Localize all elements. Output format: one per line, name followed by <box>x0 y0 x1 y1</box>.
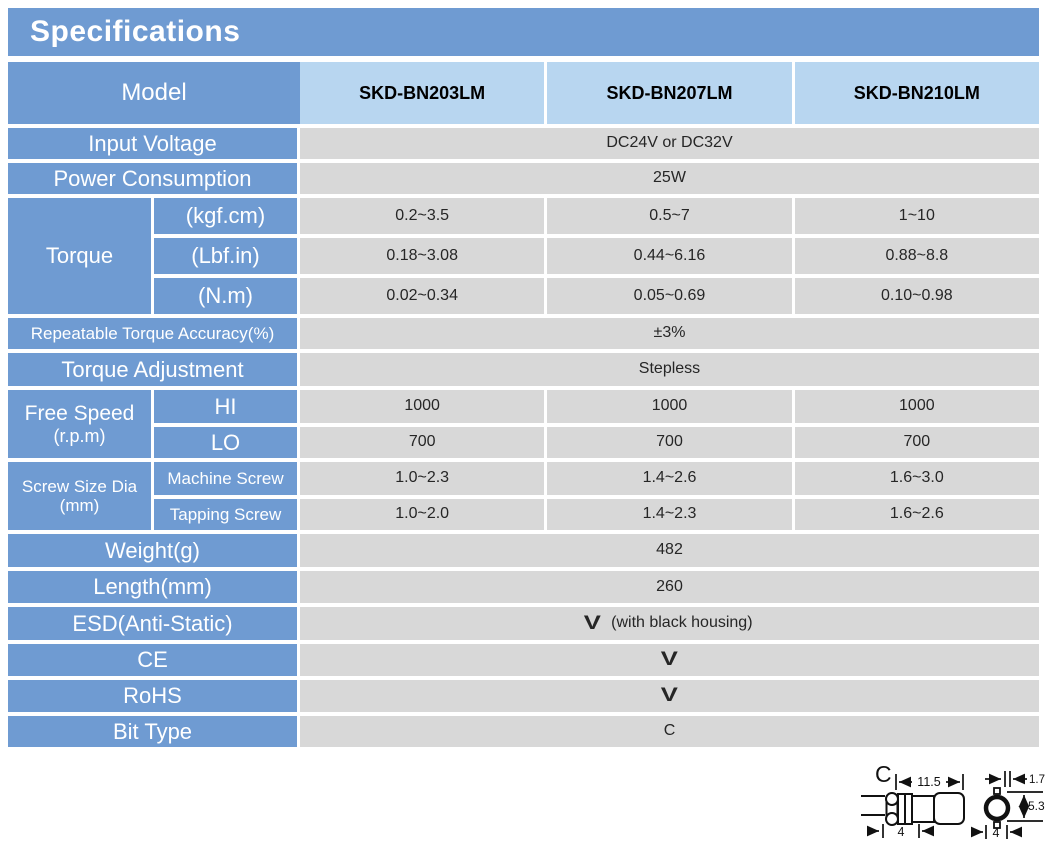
tapping-screw-value-2: 1.4~2.3 <box>547 499 792 530</box>
free-speed-label: Free Speed <box>24 401 135 425</box>
machine-screw-value-3: 1.6~3.0 <box>794 462 1039 495</box>
row-label-bit-type: Bit Type <box>8 716 297 747</box>
torque-unit-lbfin: (Lbf.in) <box>154 238 297 274</box>
bit-diagram-svg: C 11.5 4 <box>861 761 1045 840</box>
tapping-screw-value-1: 1.0~2.0 <box>300 499 545 530</box>
dim-tip-side-lines <box>866 824 935 838</box>
free-speed-lo-value-3: 700 <box>794 427 1039 458</box>
torque-unit-kgfcm: (kgf.cm) <box>154 198 297 234</box>
value-ce: V <box>300 644 1039 676</box>
torque-unit-nm: (N.m) <box>154 278 297 314</box>
free-speed-hi-value-1: 1000 <box>300 390 545 423</box>
bit-end-view <box>983 787 1011 829</box>
torque-lbfin-value-3: 0.88~8.8 <box>794 238 1039 274</box>
value-esd: V (with black housing) <box>300 607 1039 640</box>
row-label-torque-adjustment: Torque Adjustment <box>8 353 297 386</box>
row-label-torque: Torque <box>8 198 151 314</box>
row-label-ce: CE <box>8 644 297 676</box>
esd-check-mark: V <box>584 612 602 634</box>
machine-screw-value-2: 1.4~2.6 <box>547 462 792 495</box>
bit-type-letter: C <box>875 761 892 787</box>
row-label-weight: Weight(g) <box>8 534 297 567</box>
ce-check-mark: V <box>660 649 679 671</box>
page-title: Specifications <box>8 8 1039 56</box>
spec-sheet: Specifications Model SKD-BN203LM SKD-BN2… <box>8 8 1039 747</box>
dim-diameter-lines <box>1007 791 1043 822</box>
tapping-screw-label: Tapping Screw <box>154 499 297 530</box>
free-speed-lo-value-2: 700 <box>547 427 792 458</box>
screw-size-label: Screw Size Dia <box>21 476 138 496</box>
model-name-2: SKD-BN207LM <box>547 62 792 124</box>
value-weight: 482 <box>300 534 1039 567</box>
bit-side-view <box>861 792 965 826</box>
machine-screw-value-1: 1.0~2.3 <box>300 462 545 495</box>
free-speed-hi-value-3: 1000 <box>794 390 1039 423</box>
tapping-screw-value-3: 1.6~2.6 <box>794 499 1039 530</box>
torque-nm-value-3: 0.10~0.98 <box>794 278 1039 314</box>
screw-size-unit: (mm) <box>59 495 100 515</box>
free-speed-lo-value-1: 700 <box>300 427 545 458</box>
model-name-3: SKD-BN210LM <box>794 62 1039 124</box>
rohs-check-mark: V <box>660 685 679 707</box>
value-rohs: V <box>300 680 1039 712</box>
dim-tip-end-lines <box>970 825 1023 839</box>
torque-kgfcm-value-2: 0.5~7 <box>547 198 792 234</box>
torque-nm-value-2: 0.05~0.69 <box>547 278 792 314</box>
row-label-rohs: RoHS <box>8 680 297 712</box>
esd-check-note: (with black housing) <box>611 614 753 632</box>
dim-diameter-label: 5.3 <box>1028 799 1045 813</box>
model-row-label: Model <box>8 62 300 124</box>
value-bit-type: C <box>300 716 1039 747</box>
row-label-input-voltage: Input Voltage <box>8 128 297 159</box>
row-label-length: Length(mm) <box>8 571 297 603</box>
row-label-esd: ESD(Anti-Static) <box>8 607 297 640</box>
value-input-voltage: DC24V or DC32V <box>300 128 1039 159</box>
torque-nm-value-1: 0.02~0.34 <box>300 278 545 314</box>
free-speed-lo-label: LO <box>154 427 297 458</box>
dim-tab-width-label: 1.7 <box>1029 774 1045 786</box>
machine-screw-label: Machine Screw <box>154 462 297 495</box>
value-power-consumption: 25W <box>300 163 1039 194</box>
model-name-1: SKD-BN203LM <box>300 62 545 124</box>
torque-kgfcm-value-1: 0.2~3.5 <box>300 198 545 234</box>
free-speed-hi-value-2: 1000 <box>547 390 792 423</box>
value-torque-adjustment: Stepless <box>300 353 1039 386</box>
row-label-free-speed: Free Speed (r.p.m) <box>8 390 151 458</box>
dim-tip-end-label: 4 <box>993 826 1000 840</box>
value-length: 260 <box>300 571 1039 603</box>
dim-length-label: 11.5 <box>917 775 940 789</box>
torque-lbfin-value-2: 0.44~6.16 <box>547 238 792 274</box>
free-speed-hi-label: HI <box>154 390 297 423</box>
row-label-power-consumption: Power Consumption <box>8 163 297 194</box>
value-repeatable-accuracy: ±3% <box>300 318 1039 349</box>
torque-lbfin-value-1: 0.18~3.08 <box>300 238 545 274</box>
spec-table: Model SKD-BN203LM SKD-BN207LM SKD-BN210L… <box>8 62 1039 747</box>
bit-type-c-diagram: C 11.5 4 <box>855 748 1047 842</box>
free-speed-unit: (r.p.m) <box>53 425 106 446</box>
dim-tab-width-lines <box>985 771 1027 787</box>
dim-length-lines <box>895 774 964 790</box>
torque-kgfcm-value-3: 1~10 <box>794 198 1039 234</box>
dim-tip-side-label: 4 <box>898 825 905 839</box>
row-label-screw-size: Screw Size Dia (mm) <box>8 462 151 530</box>
row-label-repeatable-accuracy: Repeatable Torque Accuracy(%) <box>8 318 297 349</box>
